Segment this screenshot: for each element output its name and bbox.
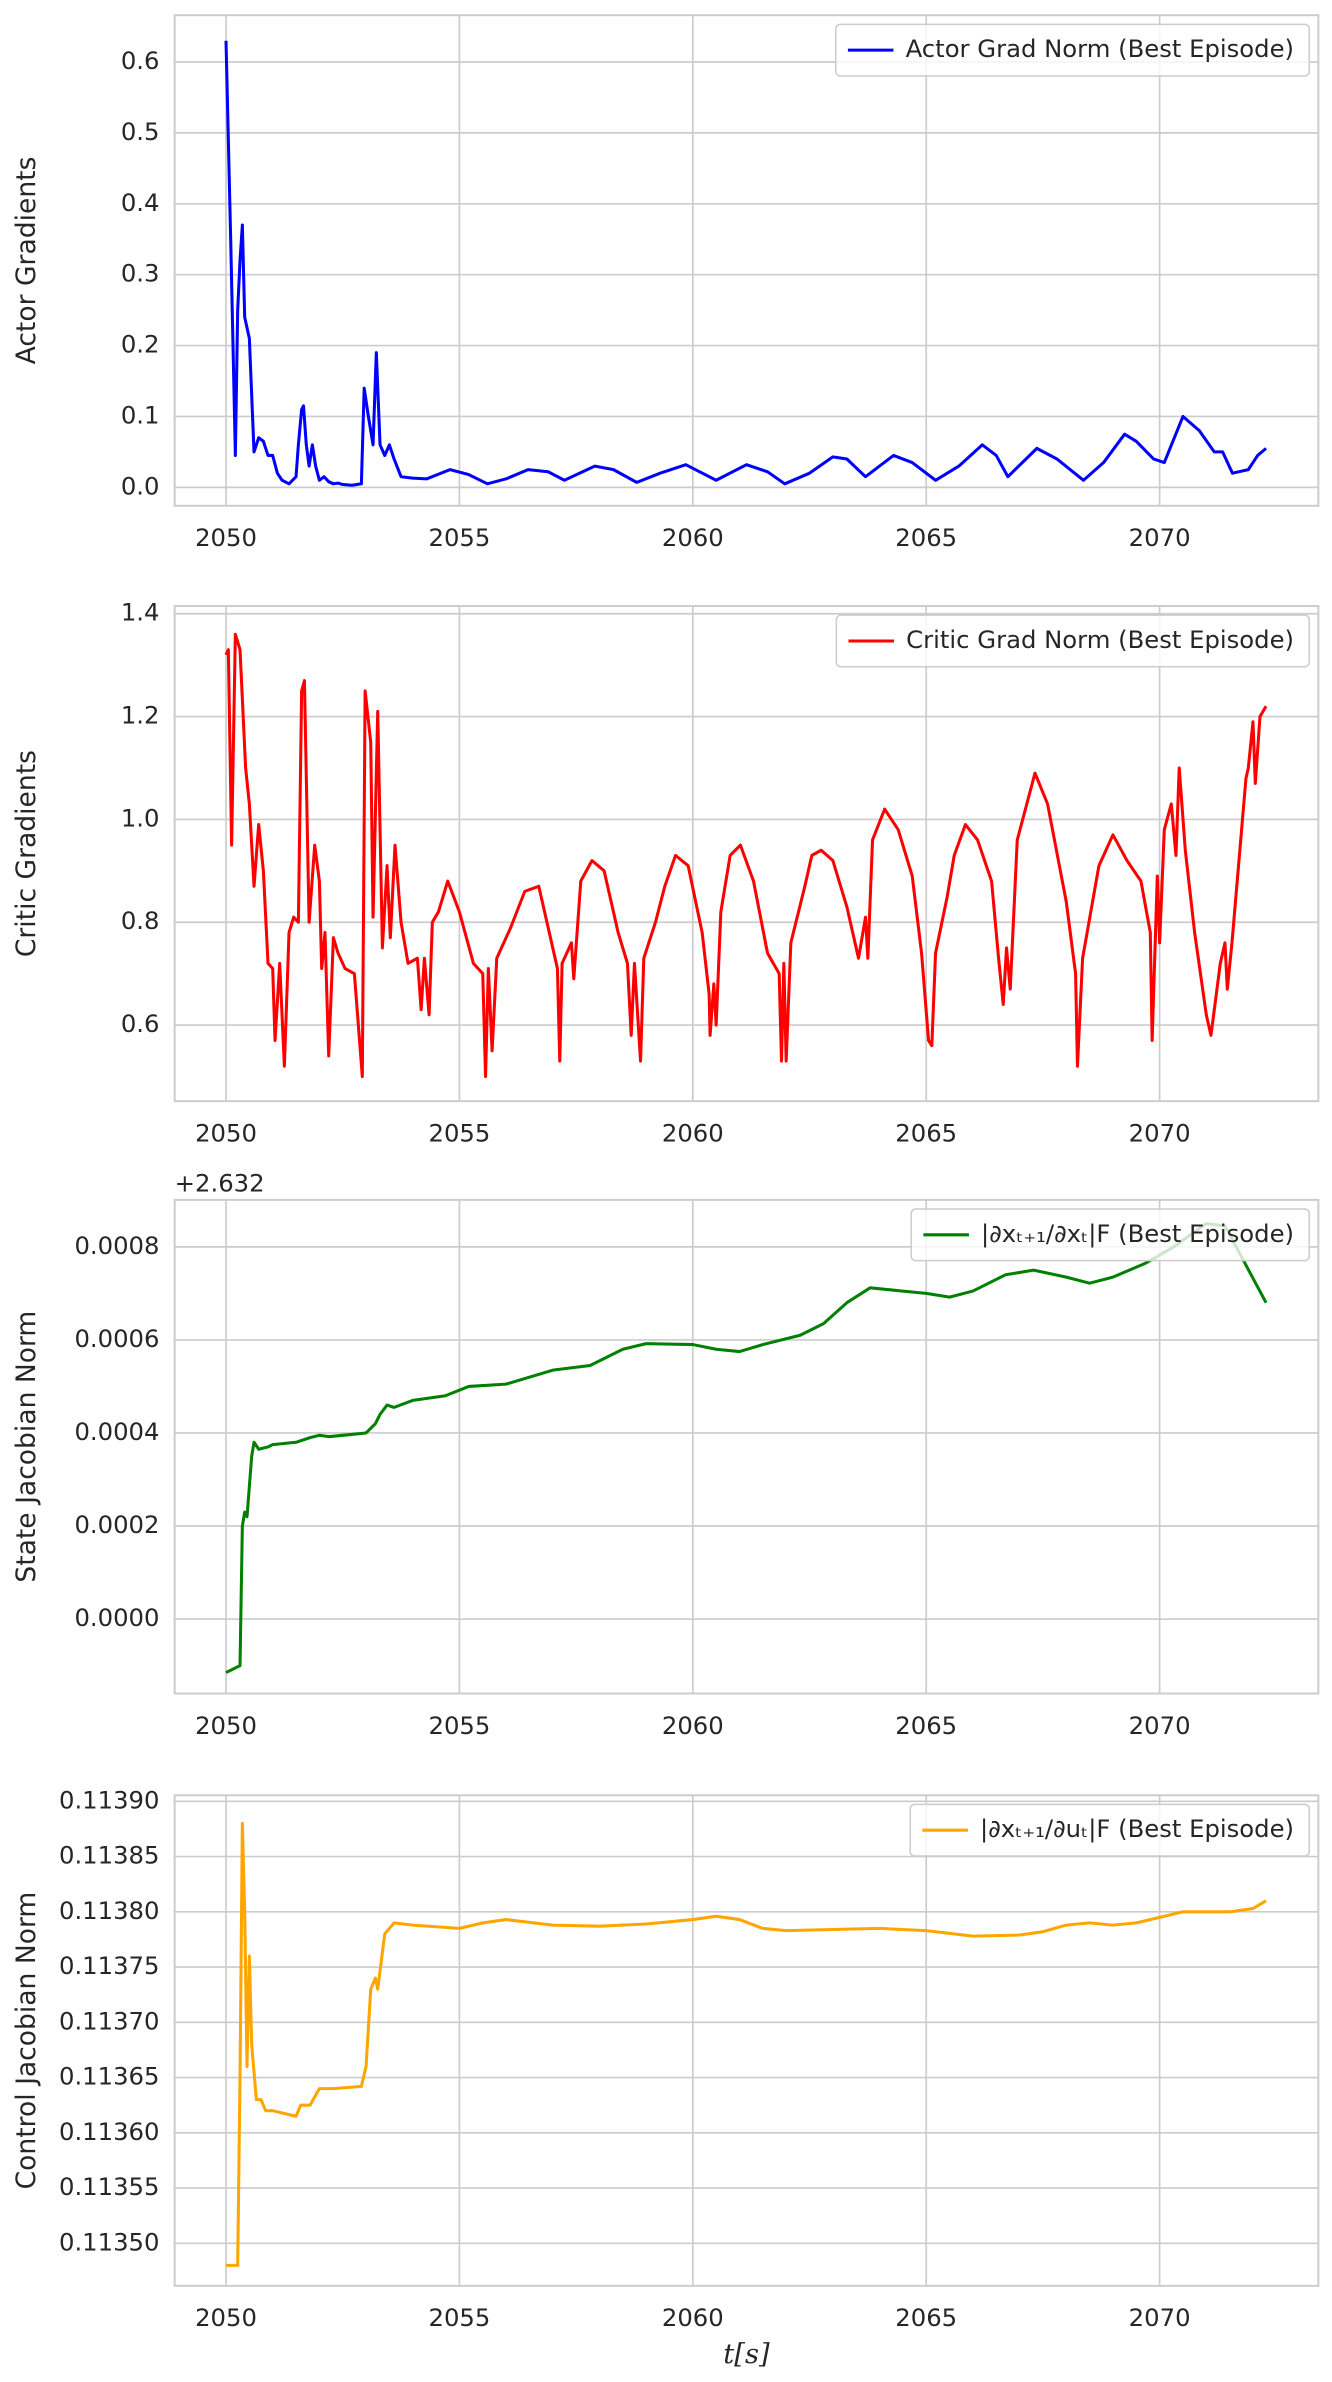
x-tick-label: 2065	[895, 1711, 957, 1740]
y-tick-label: 0.6	[121, 1009, 160, 1038]
axis-offset-label: +2.632	[175, 1169, 265, 1198]
x-tick-label: 2070	[1129, 2303, 1191, 2332]
legend-label: Actor Grad Norm (Best Episode)	[906, 34, 1294, 63]
x-tick-label: 2055	[428, 523, 490, 552]
y-tick-label: 0.0000	[74, 1603, 159, 1632]
y-tick-label: 0.0	[121, 471, 160, 500]
x-tick-label: 2060	[662, 523, 724, 552]
x-tick-label: 2055	[428, 1119, 490, 1148]
axes-frame	[173, 14, 1320, 507]
y-tick-label: 0.6	[121, 46, 160, 75]
x-tick-label: 2065	[895, 523, 957, 552]
legend-label: |∂xₜ₊₁/∂xₜ|F (Best Episode)	[981, 1219, 1294, 1248]
subplot: 0.11350 0.11355 0.11360 0.11365 0.11370 0.113…	[11, 1785, 1320, 2370]
legend: |∂xₜ₊₁/∂xₜ|F (Best Episode)	[910, 1208, 1310, 1262]
legend-label: |∂xₜ₊₁/∂uₜ|F (Best Episode)	[980, 1814, 1294, 1843]
x-tick-label: 2065	[895, 1119, 957, 1148]
y-tick-label: 0.3	[121, 259, 160, 288]
y-tick-label: 0.0002	[74, 1510, 159, 1539]
y-tick-label: 0.11380	[59, 1896, 159, 1925]
y-tick-label: 1.0	[121, 803, 160, 832]
x-tick-label: 2050	[195, 1119, 257, 1148]
data-line	[224, 40, 1268, 487]
y-tick-label: 0.11365	[59, 2062, 159, 2091]
y-tick-label: 1.2	[121, 701, 160, 730]
x-tick-label: 2050	[195, 1711, 257, 1740]
y-tick-label: 0.0004	[74, 1417, 159, 1446]
x-tick-label: 2055	[428, 2303, 490, 2332]
y-tick-label: 0.0006	[74, 1324, 159, 1353]
y-tick-label: 0.11355	[59, 2172, 159, 2201]
x-tick-label: 2070	[1129, 1711, 1191, 1740]
legend-box	[834, 23, 1310, 77]
y-tick-label: 0.4	[121, 188, 160, 217]
x-tick-label: 2065	[895, 2303, 957, 2332]
y-tick-label: 0.11360	[59, 2117, 159, 2146]
subplot: 0.6 0.8 1.0 1.2 1.4 2050 2055 2060 2065 2070 Criti…	[11, 598, 1320, 1148]
y-tick-label: 0.8	[121, 906, 160, 935]
legend: Critic Grad Norm (Best Episode)	[835, 614, 1310, 668]
x-axis-label: t[s]	[723, 2339, 770, 2370]
x-tick-label: 2060	[662, 2303, 724, 2332]
data-line	[225, 1222, 1268, 1674]
legend-box	[910, 1208, 1310, 1262]
subplot: 0.0000 0.0002 0.0004 0.0006 0.0008 2050 2055 20…	[11, 1169, 1320, 1740]
subplot: 0.0 0.1 0.2 0.3 0.4 0.5 0.6 2050 2055 2060 2065 207…	[11, 14, 1320, 552]
axes-frame	[173, 1198, 1320, 1695]
data-line	[226, 1821, 1267, 2267]
legend-box	[835, 614, 1310, 668]
y-tick-label: 0.1	[121, 400, 160, 429]
x-tick-label: 2060	[662, 1711, 724, 1740]
y-tick-label: 0.11390	[59, 1785, 159, 1814]
legend: |∂xₜ₊₁/∂uₜ|F (Best Episode)	[909, 1803, 1310, 1857]
x-tick-label: 2060	[662, 1119, 724, 1148]
axes-frame	[173, 1794, 1320, 2287]
legend-label: Critic Grad Norm (Best Episode)	[906, 625, 1294, 654]
x-tick-label: 2055	[428, 1711, 490, 1740]
y-tick-label: 0.11375	[59, 1951, 159, 1980]
data-line	[224, 632, 1268, 1079]
y-axis-label: State Jacobian Norm	[11, 1311, 42, 1583]
x-tick-label: 2050	[195, 2303, 257, 2332]
y-axis-label: Control Jacobian Norm	[11, 1892, 42, 2190]
y-tick-label: 0.11350	[59, 2227, 159, 2256]
y-axis-label: Actor Gradients	[11, 157, 42, 365]
x-tick-label: 2070	[1129, 523, 1191, 552]
y-tick-label: 0.0008	[74, 1231, 159, 1260]
y-tick-label: 0.2	[121, 330, 160, 359]
y-tick-label: 0.5	[121, 117, 160, 146]
legend-box	[909, 1803, 1310, 1857]
legend: Actor Grad Norm (Best Episode)	[834, 23, 1310, 77]
y-tick-label: 1.4	[121, 598, 160, 627]
y-axis-label: Critic Gradients	[11, 750, 42, 957]
axes-frame	[173, 605, 1320, 1103]
x-tick-label: 2070	[1129, 1119, 1191, 1148]
y-tick-label: 0.11385	[59, 1841, 159, 1870]
y-tick-label: 0.11370	[59, 2006, 159, 2035]
x-tick-label: 2050	[195, 523, 257, 552]
